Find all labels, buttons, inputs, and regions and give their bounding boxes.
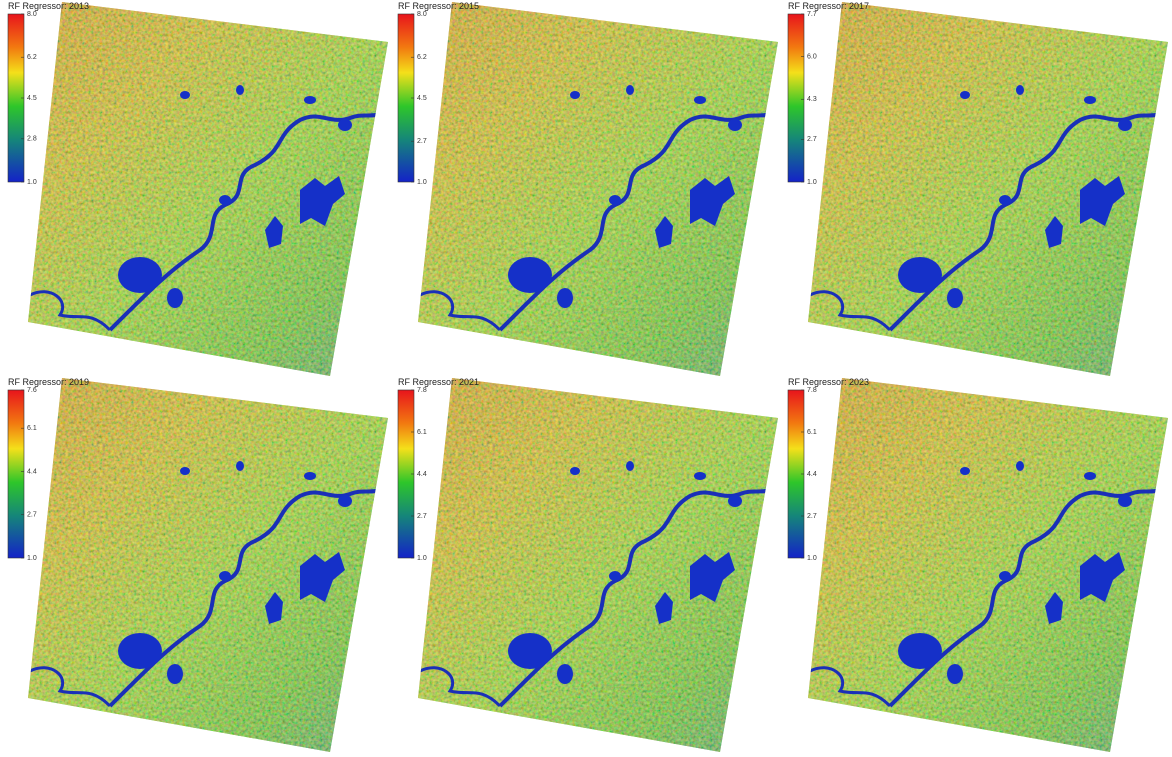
colorbar-tick-label: 1.0: [27, 555, 37, 562]
colorbar-tick-label: 8.0: [27, 11, 37, 18]
colorbar: [7, 389, 25, 559]
colorbar-tick-label: 2.7: [27, 512, 37, 519]
colorbar-tick-label: 2.7: [807, 513, 817, 520]
colorbar-tick-label: 6.2: [417, 54, 427, 61]
raster-map: [780, 376, 1170, 752]
colorbar-tick-label: 1.0: [807, 555, 817, 562]
colorbar-tick-label: 4.4: [417, 471, 427, 478]
colorbar-tick-label: 6.1: [807, 429, 817, 436]
colorbar-tick-label: 6.1: [417, 429, 427, 436]
raster-map: [0, 376, 390, 752]
colorbar-tick-label: 4.3: [807, 96, 817, 103]
colorbar-tick-label: 6.2: [27, 54, 37, 61]
colorbar-tick-label: 4.4: [27, 468, 37, 475]
colorbar-tick-label: 4.4: [807, 471, 817, 478]
colorbar-tick-label: 7.6: [27, 387, 37, 394]
colorbar-tick-label: 1.0: [807, 179, 817, 186]
panel-title: RF Regressor: 2013: [8, 1, 89, 11]
colorbar-tick-label: 7.8: [807, 387, 817, 394]
colorbar-tick-label: 2.8: [27, 136, 37, 143]
panel-title: RF Regressor: 2017: [788, 1, 869, 11]
colorbar-tick-label: 7.8: [417, 387, 427, 394]
colorbar-tick-label: 6.0: [807, 53, 817, 60]
colorbar: [787, 13, 805, 183]
colorbar-tick-label: 4.5: [27, 95, 37, 102]
colorbar-tick-label: 2.7: [417, 513, 427, 520]
colorbar-tick-label: 8.0: [417, 11, 427, 18]
colorbar-tick-label: 2.7: [417, 138, 427, 145]
colorbar-tick-label: 2.7: [807, 136, 817, 143]
raster-map: [390, 376, 780, 752]
colorbar-tick-label: 1.0: [27, 179, 37, 186]
raster-map: [0, 0, 390, 378]
colorbar-tick-label: 6.1: [27, 425, 37, 432]
colorbar-tick-label: 4.5: [417, 95, 427, 102]
panel-title: RF Regressor: 2021: [398, 377, 479, 387]
raster-map: [390, 0, 780, 378]
raster-map: [780, 0, 1170, 378]
panel-title: RF Regressor: 2019: [8, 377, 89, 387]
colorbar-tick-label: 7.7: [807, 11, 817, 18]
colorbar-tick-label: 1.0: [417, 179, 427, 186]
colorbar-tick-label: 1.0: [417, 555, 427, 562]
panel-title: RF Regressor: 2015: [398, 1, 479, 11]
panel-title: RF Regressor: 2023: [788, 377, 869, 387]
